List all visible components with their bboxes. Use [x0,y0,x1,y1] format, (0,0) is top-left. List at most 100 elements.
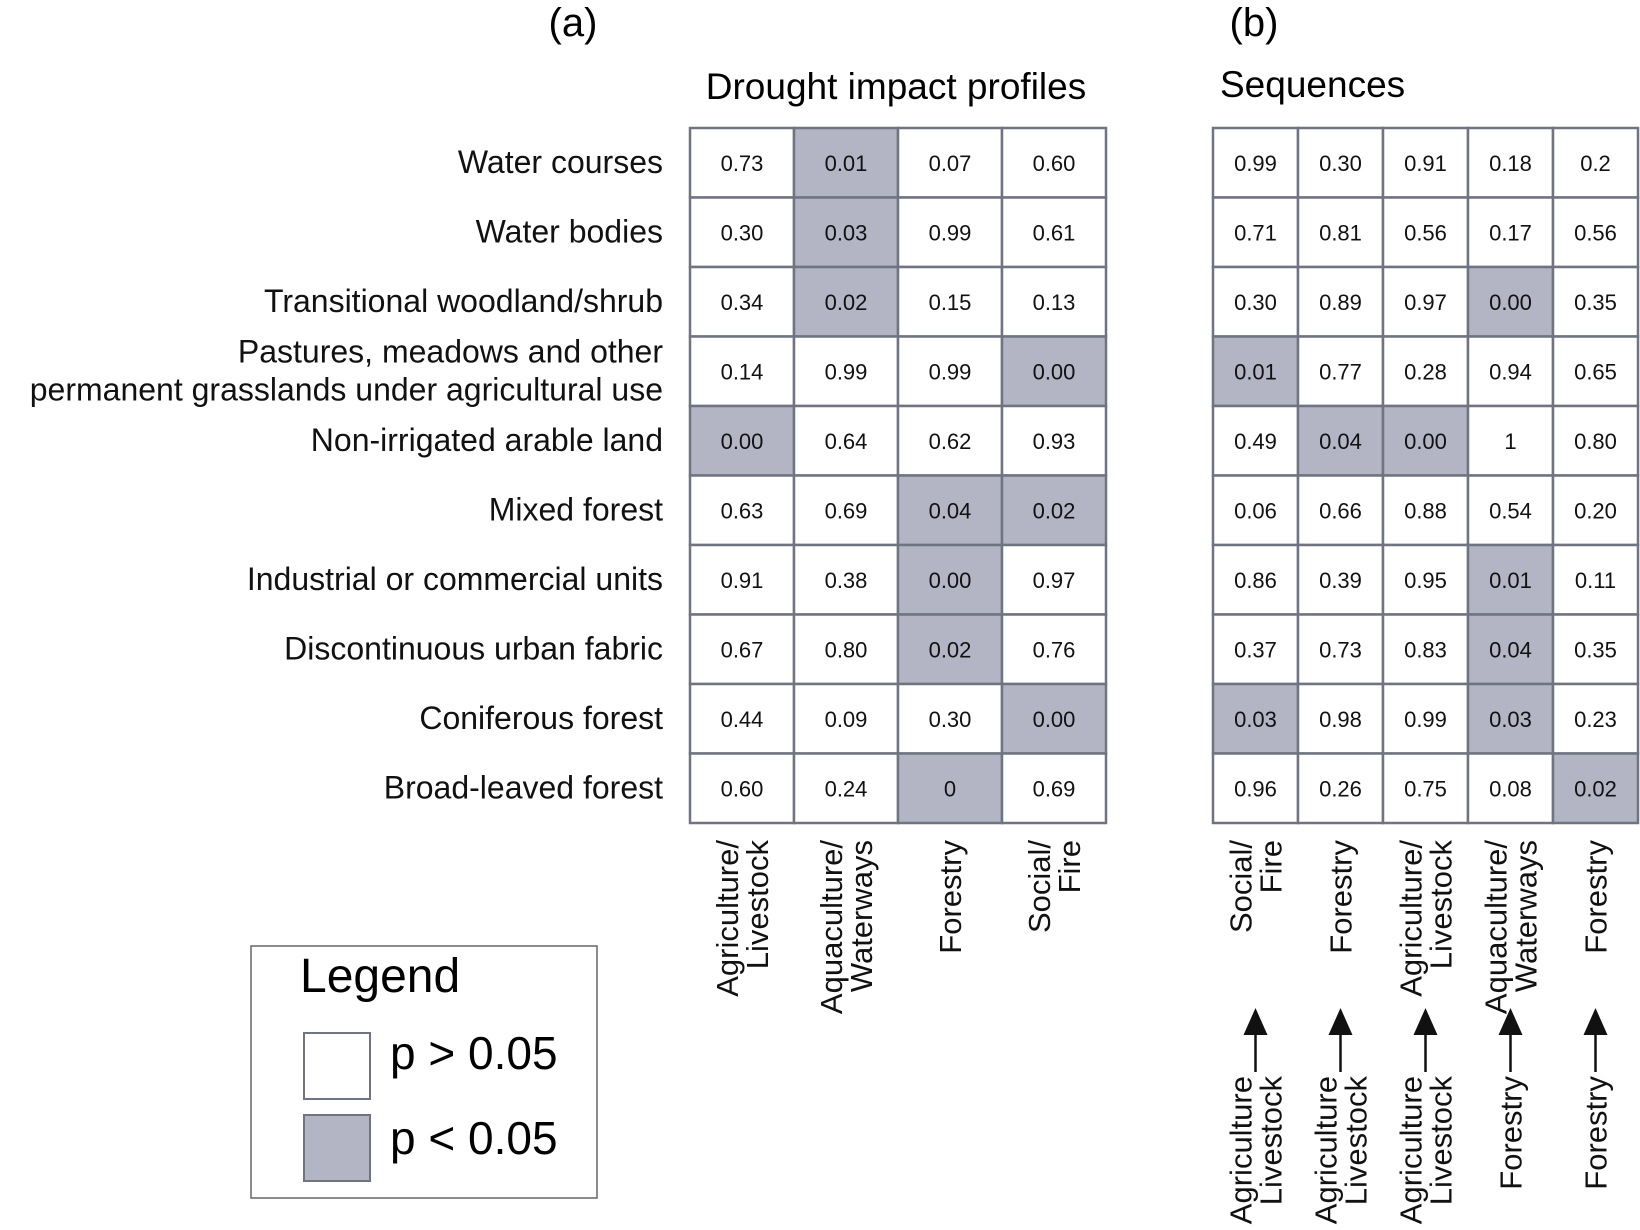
cell-value-b-r5-c3: 0.54 [1489,498,1532,523]
cell-value-b-r5-c4: 0.20 [1574,498,1617,523]
row-label-1: Water bodies [476,213,663,249]
cell-b-r7-c1 [1296,613,1385,686]
sequence-from-label-3-line-0: Forestry [1494,1076,1529,1190]
cell-b-r7-c3 [1466,613,1555,686]
panel-b-letter: (b) [1230,1,1279,45]
cell-value-b-r8-c2: 0.99 [1404,707,1447,732]
cell-a-r7-c2 [896,613,1004,686]
column-label-a-3-line-0: Social/ [1022,840,1057,933]
cell-b-r2-c4 [1551,265,1640,338]
cell-value-a-r8-c2: 0.30 [929,707,972,732]
column-label-b-1-line-0: Forestry [1324,840,1359,954]
column-label-b-2-line-0: Agriculture/ [1394,840,1429,997]
cell-value-a-r7-c3: 0.76 [1033,637,1076,662]
cell-value-b-r7-c3: 0.04 [1489,637,1532,662]
cell-value-a-r4-c3: 0.93 [1033,429,1076,454]
sequence-from-label-1-line-0: Agriculture [1309,1076,1344,1224]
cell-value-a-r3-c3: 0.00 [1033,359,1076,384]
cell-value-b-r2-c3: 0.00 [1489,290,1532,315]
column-label-b-4-line-0: Forestry [1579,840,1614,954]
cell-value-b-r6-c3: 0.01 [1489,568,1532,593]
cell-value-b-r2-c0: 0.30 [1234,290,1277,315]
cell-value-b-r3-c2: 0.28 [1404,359,1447,384]
cell-value-b-r2-c2: 0.97 [1404,290,1447,315]
panel-a-title: Drought impact profiles [706,66,1086,107]
cell-b-r7-c0 [1211,613,1300,686]
cell-value-b-r0-c3: 0.18 [1489,151,1532,176]
cell-b-r6-c4 [1551,543,1640,616]
cell-a-r4-c0 [688,404,796,477]
cell-value-b-r6-c0: 0.86 [1234,568,1277,593]
cell-b-r5-c2 [1381,474,1470,547]
cell-value-b-r1-c3: 0.17 [1489,220,1532,245]
cell-value-b-r3-c1: 0.77 [1319,359,1362,384]
cell-b-r6-c1 [1296,543,1385,616]
cell-value-a-r2-c2: 0.15 [929,290,972,315]
legend-swatch-not-significant [303,1032,371,1100]
cell-value-b-r5-c2: 0.88 [1404,498,1447,523]
cell-value-a-r0-c1: 0.01 [825,151,868,176]
cell-b-r3-c3 [1466,335,1555,408]
cell-a-r0-c1 [792,126,900,199]
cell-a-r5-c2 [896,474,1004,547]
cell-a-r6-c2 [896,543,1004,616]
cell-b-r2-c3 [1466,265,1555,338]
cell-value-b-r2-c1: 0.89 [1319,290,1362,315]
column-labels-b: Social/Fire Forestry Agriculture/Livestock… [1224,840,1614,1015]
cell-value-a-r1-c1: 0.03 [825,220,868,245]
cell-value-a-r7-c1: 0.80 [825,637,868,662]
cell-value-b-r6-c2: 0.95 [1404,568,1447,593]
cell-b-r0-c1 [1296,126,1385,199]
cell-b-r7-c2 [1381,613,1470,686]
cell-a-r2-c1 [792,265,900,338]
cell-value-a-r5-c2: 0.04 [929,498,972,523]
cell-value-b-r1-c1: 0.81 [1319,220,1362,245]
cell-value-b-r1-c4: 0.56 [1574,220,1617,245]
sequence-from-label-2-line-0: Agriculture [1394,1076,1429,1224]
cell-value-a-r8-c3: 0.00 [1033,707,1076,732]
sequence-arrow-head-1 [1328,1008,1353,1035]
cell-value-b-r0-c2: 0.91 [1404,151,1447,176]
cell-a-r5-c3 [1000,474,1108,547]
legend-swatch-significant [303,1114,371,1182]
cell-value-b-r6-c1: 0.39 [1319,568,1362,593]
cell-a-r3-c3 [1000,335,1108,408]
cell-a-r1-c3 [1000,196,1108,269]
panel-b-title: Sequences [1220,64,1405,105]
cell-b-r5-c0 [1211,474,1300,547]
cell-value-b-r3-c0: 0.01 [1234,359,1277,384]
cell-value-a-r1-c3: 0.61 [1033,220,1076,245]
row-label-7: Discontinuous urban fabric [284,630,663,666]
cell-a-r3-c1 [792,335,900,408]
cell-b-r9-c3 [1466,752,1555,825]
legend-label-not-significant: p > 0.05 [390,1027,558,1079]
cell-value-b-r3-c4: 0.65 [1574,359,1617,384]
cell-value-b-r9-c0: 0.96 [1234,776,1277,801]
column-label-b-3-line-0: Aquaculture/ [1479,840,1514,1014]
column-label-b-3-line-1: Waterways [1509,840,1544,992]
cell-b-r0-c4 [1551,126,1640,199]
cell-value-b-r6-c4: 0.11 [1575,568,1616,593]
cell-value-a-r5-c0: 0.63 [721,498,764,523]
cell-value-b-r2-c4: 0.35 [1574,290,1617,315]
cell-value-b-r5-c0: 0.06 [1234,498,1277,523]
sequence-arrow-head-0 [1243,1008,1268,1035]
column-label-b-0-line-0: Social/ [1224,840,1259,933]
cell-a-r4-c3 [1000,404,1108,477]
cell-value-a-r9-c3: 0.69 [1033,776,1076,801]
cell-b-r5-c3 [1466,474,1555,547]
cell-value-b-r4-c2: 0.00 [1404,429,1447,454]
cell-value-a-r2-c0: 0.34 [721,290,764,315]
cell-value-b-r4-c4: 0.80 [1574,429,1617,454]
cell-b-r2-c0 [1211,265,1300,338]
cell-b-r8-c1 [1296,682,1385,755]
column-label-a-0-line-0: Agriculture/ [710,840,745,997]
cell-value-b-r9-c4: 0.02 [1574,776,1617,801]
cell-value-b-r8-c4: 0.23 [1574,707,1617,732]
cell-a-r9-c3 [1000,752,1108,825]
cell-value-a-r0-c3: 0.60 [1033,151,1076,176]
column-label-a-3-line-1: Fire [1052,840,1087,893]
cell-b-r1-c4 [1551,196,1640,269]
cell-value-a-r6-c0: 0.91 [721,568,764,593]
cell-value-b-r5-c1: 0.66 [1319,498,1362,523]
